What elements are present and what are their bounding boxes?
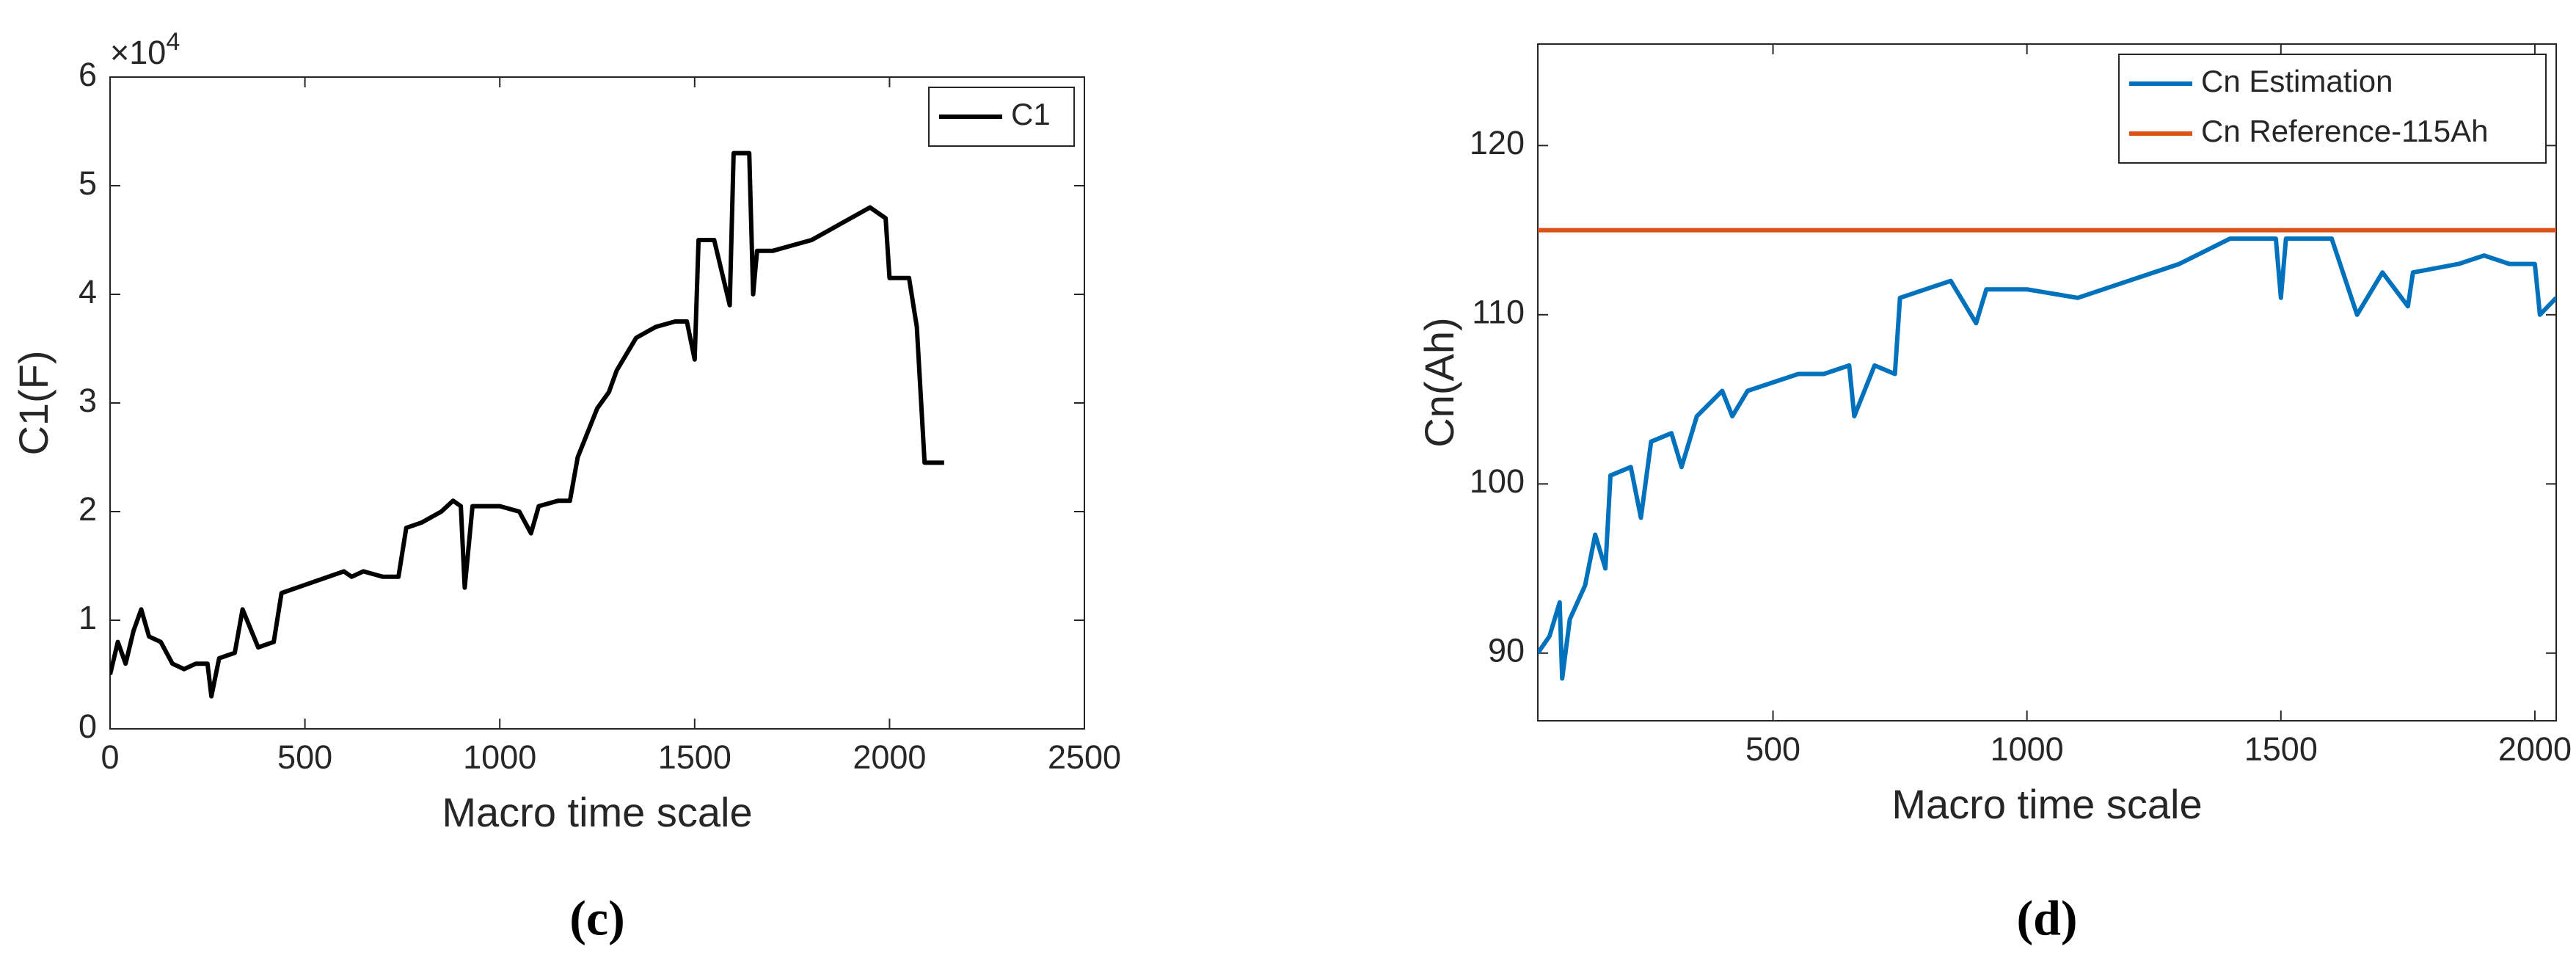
x-tick-label: 500 — [1745, 730, 1800, 768]
x-tick-label: 0 — [101, 738, 119, 776]
x-tick-label: 1500 — [2244, 730, 2318, 768]
y-axis-label: Cn(Ah) — [1416, 317, 1462, 447]
x-tick-label: 2000 — [853, 738, 926, 776]
x-tick-label: 2500 — [1048, 738, 1121, 776]
data-line — [1538, 236, 2556, 681]
legend-label: Cn Reference-115Ah — [2201, 114, 2488, 148]
y-tick-label: 110 — [1472, 294, 1525, 331]
y-multiplier: ×104 — [110, 28, 180, 71]
panel-label: (c) — [569, 890, 624, 946]
y-tick-label: 120 — [1470, 124, 1525, 161]
x-axis-label: Macro time scale — [1891, 781, 2202, 827]
x-tick-label: 2000 — [2498, 730, 2572, 768]
legend-label: C1 — [1011, 97, 1051, 131]
y-tick-label: 2 — [79, 490, 97, 528]
y-tick-label: 6 — [79, 56, 97, 93]
multiplier-exponent: 4 — [166, 28, 180, 56]
legend-box — [2118, 54, 2547, 164]
x-tick-label: 1000 — [1991, 730, 2064, 768]
data-line — [110, 150, 944, 699]
y-tick-label: 100 — [1470, 462, 1525, 500]
y-tick-label: 5 — [79, 164, 97, 202]
multiplier-base: ×10 — [110, 34, 166, 71]
y-tick-label: 0 — [79, 708, 97, 745]
x-tick-label: 1000 — [463, 738, 536, 776]
y-tick-label: 3 — [79, 382, 97, 419]
panel-label: (d) — [2016, 890, 2077, 946]
y-tick-label: 4 — [79, 273, 97, 310]
y-tick-label: 1 — [79, 599, 97, 636]
x-axis-label: Macro time scale — [442, 789, 752, 835]
x-tick-label: 500 — [277, 738, 332, 776]
y-tick-label: 90 — [1488, 632, 1525, 669]
legend-label: Cn Estimation — [2201, 64, 2393, 98]
y-axis-label: C1(F) — [10, 350, 56, 455]
plot-box — [109, 76, 1085, 730]
x-tick-label: 1500 — [658, 738, 731, 776]
